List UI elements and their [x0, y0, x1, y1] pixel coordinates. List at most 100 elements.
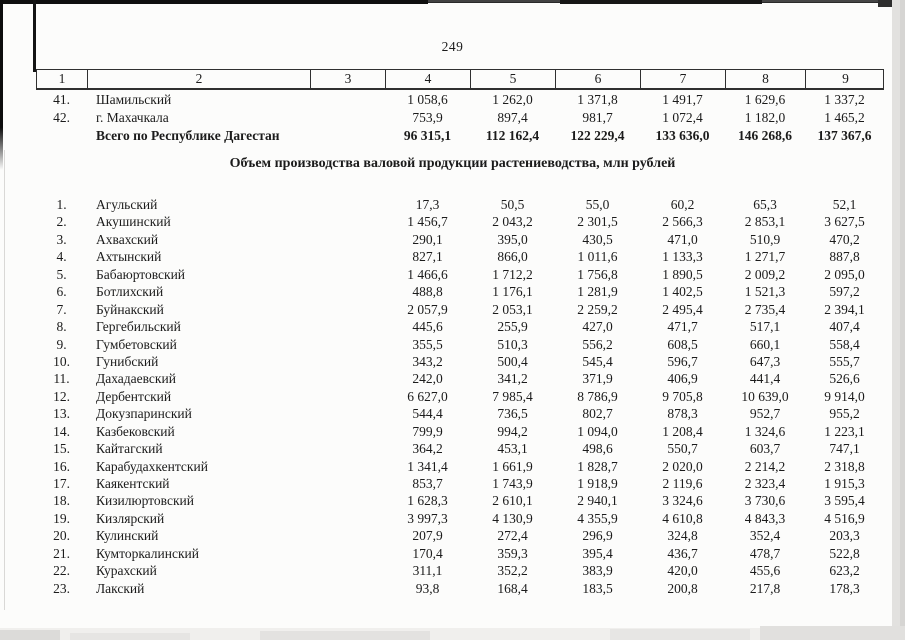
value-cell-5: 994,2	[497, 423, 528, 439]
district-name: Ботлихский	[96, 284, 164, 300]
value-cell-9: 747,1	[829, 441, 860, 457]
value-cell-7: 1 491,7	[662, 92, 703, 107]
empty-cell	[310, 353, 385, 370]
empty-cell	[310, 109, 385, 127]
value-cell-6: 296,9	[582, 528, 613, 544]
district-name: Акушинский	[96, 214, 171, 230]
table-row: 18. Кизилюртовский 1 628,3 2 610,1 2 940,1 3 …	[36, 492, 884, 509]
value-cell-9: 555,7	[829, 353, 860, 369]
value-cell-4: 207,9	[412, 528, 443, 544]
row-number: 42.	[53, 109, 70, 125]
value-cell-9: 955,2	[829, 406, 860, 422]
column-header: 6	[556, 70, 641, 88]
table-row: 14. Казбековский 799,9 994,2 1 094,0 1 208,4 1…	[36, 423, 884, 440]
value-cell-8: 660,1	[749, 336, 781, 352]
table-row: 1. Агульский 17,3 50,5 55,0 60,2 65,3 52,1	[36, 196, 884, 213]
value-cell-9: 526,6	[829, 371, 860, 387]
value-cell-9: 1 915,3	[824, 476, 865, 491]
district-name: Бабаюртовский	[96, 266, 186, 282]
value-cell-9: 1 337,2	[824, 92, 865, 107]
value-cell-8: 2 853,1	[744, 214, 786, 230]
scan-artifact-left-edge	[4, 150, 5, 610]
value-cell-9: 522,8	[829, 545, 860, 561]
district-name: Кизлярский	[96, 510, 165, 526]
value-cell-9: 470,2	[829, 231, 860, 247]
value-cell-4: 1 341,4	[407, 458, 448, 474]
table-row: 9. Гумбетовский 355,5 510,3 556,2 608,5 660,1 5…	[36, 336, 884, 353]
upper-table-body: 41. Шамильский 1 058,6 1 262,0 1 371,8 1 491,…	[36, 91, 884, 145]
scan-artifact-top-edge	[0, 0, 428, 4]
district-name: Курахский	[96, 563, 157, 579]
row-number: 17.	[53, 476, 70, 491]
value-cell-8: 455,6	[749, 563, 781, 579]
empty-cell	[310, 213, 385, 230]
district-name: г. Махачкала	[96, 109, 169, 125]
value-cell-8: 352,4	[749, 528, 781, 544]
value-cell-5: 395,0	[497, 231, 528, 247]
table-row: 8. Гергебильский 445,6 255,9 427,0 471,7 517,1…	[36, 318, 884, 335]
table-row: 19. Кизлярский 3 997,3 4 130,9 4 355,9 4 610,…	[36, 510, 884, 527]
table-row: 11. Дахадаевский 242,0 341,2 371,9 406,9 441,4…	[36, 370, 884, 387]
empty-cell	[310, 91, 385, 109]
empty-cell	[310, 423, 385, 440]
value-cell-5: 168,4	[497, 580, 528, 596]
value-cell-5: 1 262,0	[492, 92, 533, 107]
column-header: 2	[88, 70, 311, 88]
value-cell-4: 827,1	[412, 249, 443, 265]
row-number: 4.	[56, 249, 67, 265]
table-row: 17. Каякентский 853,7 1 743,9 1 918,9 2 119,6…	[36, 475, 884, 492]
district-name: Буйнакский	[96, 301, 164, 317]
district-name: Карабудахкентский	[96, 458, 208, 474]
value-cell-7: 4 610,8	[662, 510, 703, 526]
district-name: Кулинский	[96, 528, 159, 544]
table-row: 7. Буйнакский 2 057,9 2 053,1 2 259,2 2 495,4…	[36, 301, 884, 318]
value-cell-4: 93,8	[415, 580, 440, 596]
value-cell-7: 324,8	[667, 528, 698, 544]
value-cell-5: 352,2	[497, 563, 528, 579]
district-name: Каякентский	[96, 476, 170, 491]
value-cell-5: 500,4	[497, 353, 528, 369]
scan-artifact-right-edge	[892, 0, 905, 640]
value-cell-8: 517,1	[749, 319, 781, 335]
value-cell-4: 17,3	[415, 197, 440, 212]
column-header: 3	[311, 70, 386, 88]
empty-cell	[310, 266, 385, 283]
district-name: Шамильский	[96, 92, 172, 107]
value-cell-8: 510,9	[749, 231, 781, 247]
value-cell-4: 6 627,0	[407, 388, 448, 404]
value-cell-6: 427,0	[582, 319, 613, 335]
value-cell-4: 1 456,7	[407, 214, 448, 230]
value-cell-7: 471,7	[667, 319, 698, 335]
scan-artifact-bottom-edge	[760, 626, 905, 640]
row-number: 9.	[56, 336, 67, 352]
value-cell-5: 1 661,9	[492, 458, 533, 474]
empty-cell	[310, 370, 385, 387]
value-cell-5: 2 053,1	[492, 301, 533, 317]
row-number: 18.	[53, 493, 70, 509]
value-cell-8: 1 629,6	[744, 92, 786, 107]
row-number: 15.	[53, 441, 70, 457]
table-row: 20. Кулинский 207,9 272,4 296,9 324,8 352,4 203…	[36, 527, 884, 544]
district-name: Кизилюртовский	[96, 493, 194, 509]
row-number: 2.	[56, 214, 67, 230]
district-name: Докузпаринский	[96, 406, 192, 422]
value-cell-4: 799,9	[412, 423, 443, 439]
table-row: 22. Курахский 311,1 352,2 383,9 420,0 455,6 623…	[36, 562, 884, 579]
district-name: Ахвахский	[96, 231, 159, 247]
table-row: Всего по Республике Дагестан 96 315,1 112 …	[36, 126, 884, 145]
value-cell-8: 65,3	[753, 197, 777, 212]
value-cell-8: 217,8	[749, 580, 781, 596]
value-cell-8: 2 735,4	[744, 301, 786, 317]
district-name: Гергебильский	[96, 319, 181, 335]
value-cell-5: 2 043,2	[492, 214, 533, 230]
page-number: 249	[441, 39, 464, 54]
column-header: 5	[471, 70, 556, 88]
value-cell-8: 146 268,6	[738, 128, 792, 143]
value-cell-7: 471,0	[667, 231, 698, 247]
value-cell-6: 1 281,9	[577, 284, 618, 300]
value-cell-4: 1 466,6	[407, 266, 448, 282]
table-row: 2. Акушинский 1 456,7 2 043,2 2 301,5 2 566,3…	[36, 213, 884, 230]
value-cell-5: 897,4	[497, 109, 528, 125]
